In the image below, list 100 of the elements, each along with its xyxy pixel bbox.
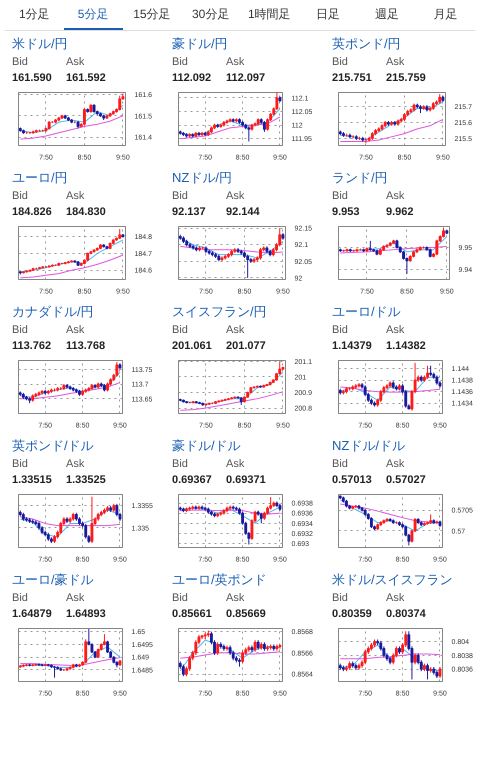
text: 0.69367 (172, 473, 213, 488)
candlestick (414, 652, 417, 665)
text: Ask (226, 189, 246, 204)
candlestick (254, 640, 257, 652)
candlestick (241, 650, 244, 664)
candlestick (216, 642, 220, 656)
text: Bid (332, 457, 349, 472)
text: 9.953 (332, 205, 361, 220)
text: Bid (332, 189, 349, 204)
line-series (20, 646, 120, 668)
chart-title: 米ドル/円 (12, 35, 69, 53)
candlestick (82, 108, 86, 126)
text: 112.092 (172, 71, 212, 86)
chart-title: ユーロ/豪ドル (12, 571, 95, 589)
text: Ask (226, 55, 246, 70)
line-series (20, 239, 124, 272)
candlestick (115, 503, 118, 517)
text: 週足 (374, 6, 400, 23)
chart-title: 豪ドル/円 (172, 35, 229, 53)
text: 1分足 (18, 6, 51, 23)
candlestick (59, 521, 62, 535)
text: 161.590 (12, 71, 53, 86)
chart-title: 豪ドル/ドル (172, 437, 242, 455)
line-series (340, 504, 440, 524)
candlestick (435, 239, 438, 256)
text: Bid (172, 189, 189, 204)
line-series (180, 391, 284, 411)
line-series (340, 499, 440, 532)
text: 0.57027 (386, 473, 427, 488)
text: 月足 (432, 6, 459, 23)
line-series (180, 238, 284, 258)
line-series (340, 246, 448, 254)
text: Bid (172, 323, 189, 338)
text: 161.592 (66, 71, 107, 86)
candlestick (429, 365, 432, 377)
chart-title: 英ポンド/ドル (12, 437, 95, 455)
chart-title: ユーロ/ドル (332, 303, 402, 321)
candlestick (442, 227, 446, 238)
text: 0.85669 (226, 607, 267, 622)
text: Ask (226, 323, 246, 338)
line-series (180, 246, 284, 254)
text: 201.061 (172, 339, 213, 354)
text: Ask (66, 189, 86, 204)
text: 1時間足 (247, 6, 292, 23)
text: Ask (66, 457, 86, 472)
chart-title: ユーロ/英ポンド (172, 571, 268, 589)
text: Bid (332, 55, 349, 70)
candlestick (368, 240, 372, 252)
candlestick (426, 663, 429, 680)
candlestick (260, 512, 263, 524)
text: Bid (12, 55, 29, 70)
text: 0.57013 (332, 473, 373, 488)
line-series (180, 116, 280, 140)
candlestick (429, 514, 432, 524)
text: Ask (226, 591, 246, 606)
candlestick (426, 365, 429, 380)
text: Ask (66, 591, 86, 606)
text: 1.64893 (66, 607, 107, 622)
line-series (20, 104, 124, 134)
line-series (180, 108, 280, 136)
text: Bid (332, 591, 349, 606)
chart-title: カナダドル/円 (12, 303, 95, 321)
text: 201.077 (226, 339, 267, 354)
line-series (180, 640, 280, 672)
text: 30分足 (190, 6, 230, 23)
line-series (20, 657, 120, 666)
text: 1.33515 (12, 473, 53, 488)
text: 1.14382 (386, 339, 427, 354)
text: 15分足 (132, 6, 172, 23)
candlestick (246, 254, 250, 278)
text: 215.759 (386, 71, 427, 86)
text: 113.762 (12, 339, 52, 354)
line-series (180, 506, 280, 524)
text: Bid (12, 323, 29, 338)
line-series (20, 372, 120, 398)
text: Ask (66, 323, 86, 338)
text: Bid (172, 457, 189, 472)
text: 1.14379 (332, 339, 373, 354)
text: 1.64879 (12, 607, 53, 622)
text: 184.830 (66, 205, 107, 220)
candlestick (259, 248, 262, 260)
candlestick (115, 361, 118, 378)
chart-title: NZドル/ドル (332, 437, 406, 455)
candlestick (90, 496, 94, 544)
text: 0.69371 (226, 473, 267, 488)
line-series (20, 115, 124, 140)
chart-title: ユーロ/円 (12, 169, 69, 187)
text: Bid (12, 189, 29, 204)
text: Bid (332, 323, 349, 338)
text: Ask (386, 591, 406, 606)
text: Bid (12, 457, 29, 472)
candlestick (370, 516, 373, 529)
text: Bid (172, 55, 189, 70)
text: 113.768 (66, 339, 106, 354)
line-series (180, 372, 284, 405)
text: 0.80374 (386, 607, 427, 622)
text: 0.85661 (172, 607, 213, 622)
line-series (340, 101, 444, 140)
candlestick (438, 666, 442, 679)
text: 0.80359 (332, 607, 373, 622)
